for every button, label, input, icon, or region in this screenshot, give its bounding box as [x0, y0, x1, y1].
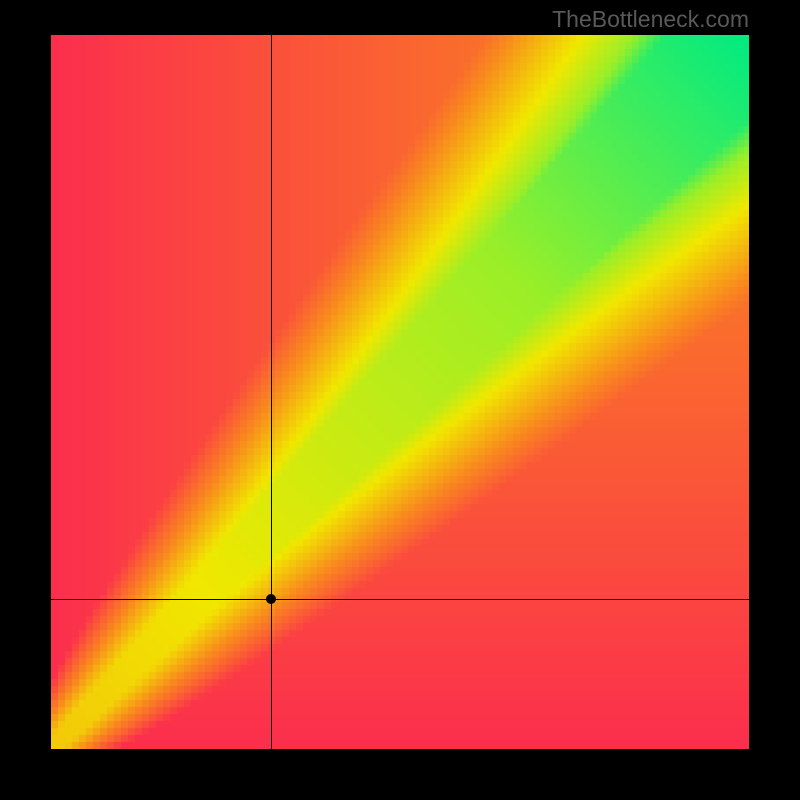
- watermark-text: TheBottleneck.com: [552, 6, 749, 33]
- crosshair-marker-dot: [266, 594, 276, 604]
- heatmap-plot: [51, 35, 749, 749]
- crosshair-vertical: [271, 35, 272, 749]
- chart-container: TheBottleneck.com: [0, 0, 800, 800]
- heatmap-canvas: [51, 35, 749, 749]
- crosshair-horizontal: [51, 599, 749, 600]
